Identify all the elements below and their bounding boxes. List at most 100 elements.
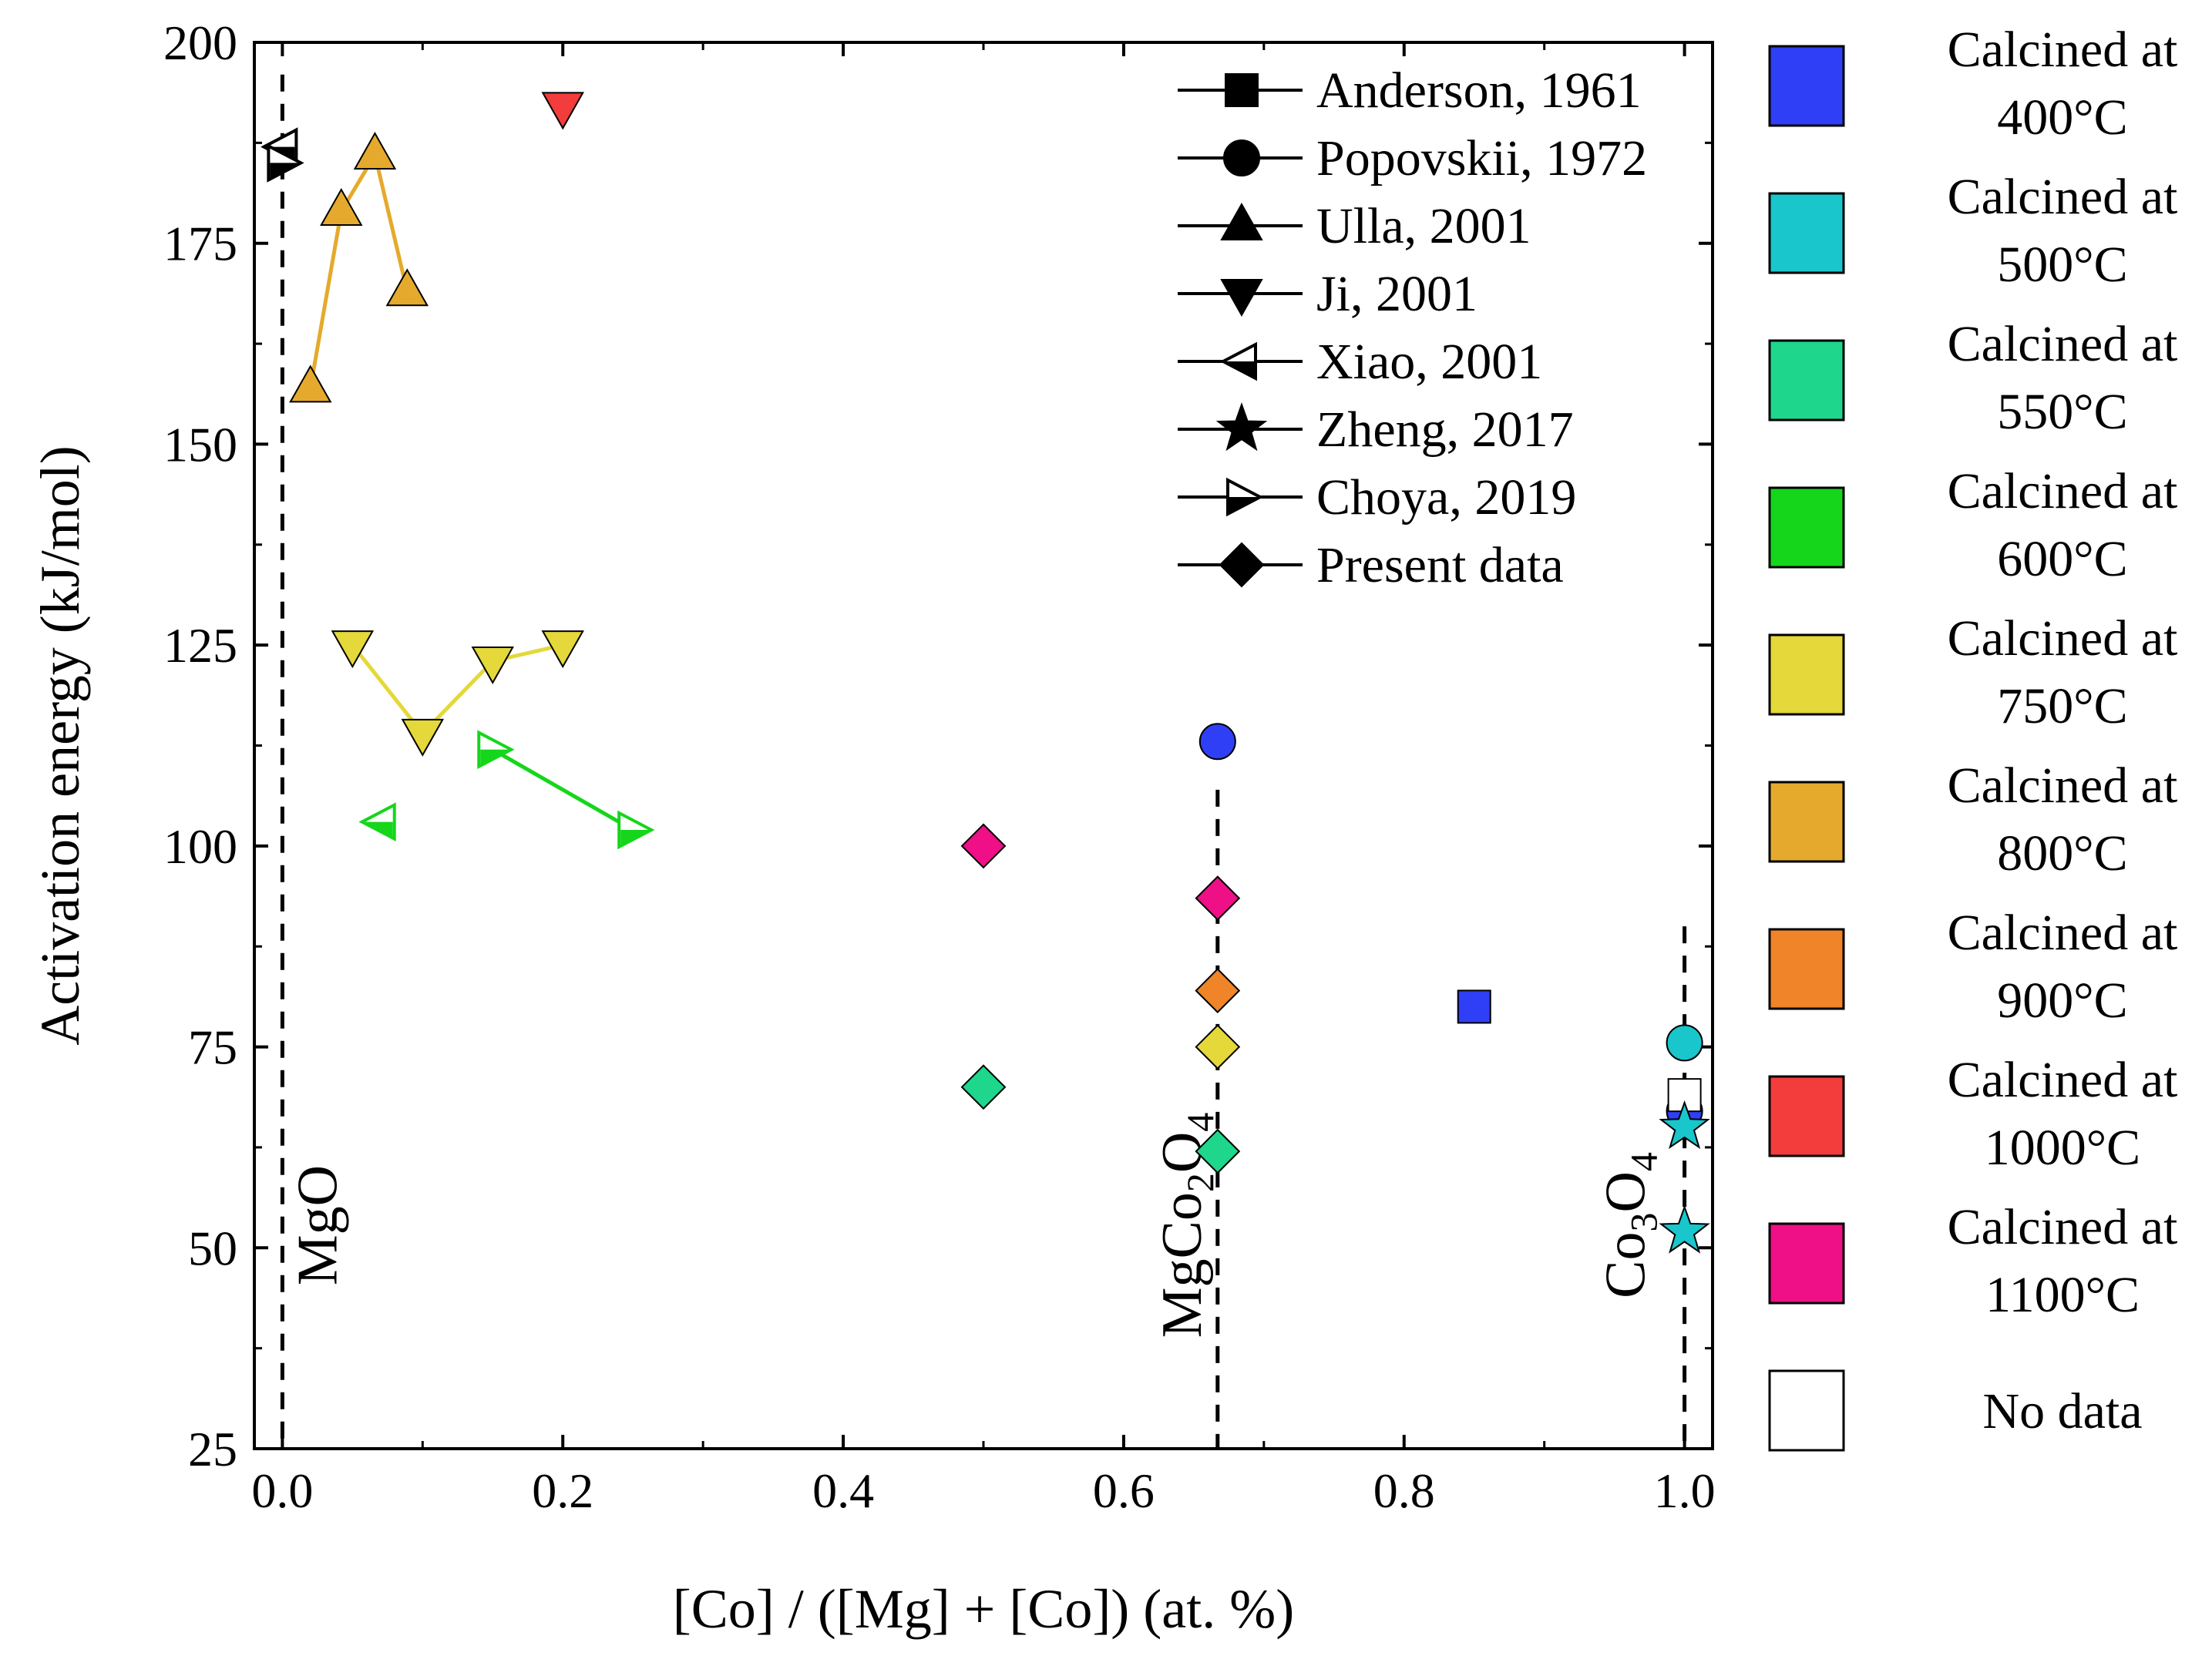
data-point bbox=[401, 718, 445, 757]
legend-label: Xiao, 2001 bbox=[1316, 334, 1542, 390]
data-point bbox=[541, 92, 584, 130]
data-point bbox=[1195, 1024, 1241, 1070]
data-point bbox=[1666, 1024, 1703, 1062]
color-swatch bbox=[1768, 45, 1845, 127]
x-tick-label: 0.8 bbox=[1373, 1463, 1435, 1518]
data-point bbox=[353, 131, 397, 170]
color-legend-line1: No data bbox=[1982, 1383, 2142, 1439]
label-part: 3 bbox=[1622, 1213, 1666, 1232]
y-axis-label: Activation energy (kJ/mol) bbox=[29, 445, 91, 1046]
data-point bbox=[1659, 1204, 1710, 1254]
legend-label: Zheng, 2017 bbox=[1316, 401, 1574, 458]
data-point bbox=[1198, 723, 1236, 761]
data-point bbox=[1659, 1100, 1710, 1150]
x-tick-label: 1.0 bbox=[1654, 1463, 1716, 1518]
x-tick-label: 0.2 bbox=[532, 1463, 593, 1518]
color-legend-line1: Calcined at bbox=[1948, 757, 2178, 814]
color-legend-line2: 400°C bbox=[1997, 89, 2127, 146]
color-swatch bbox=[1768, 339, 1845, 422]
legend-marker bbox=[1219, 542, 1265, 588]
marker-half-fill bbox=[363, 821, 393, 838]
color-legend-line1: Calcined at bbox=[1948, 316, 2178, 372]
legend-label: Present data bbox=[1316, 537, 1564, 593]
y-tick-label: 125 bbox=[163, 618, 237, 673]
color-swatch bbox=[1768, 1075, 1845, 1157]
data-point bbox=[289, 364, 332, 403]
marker-half-fill bbox=[620, 830, 650, 845]
color-legend-line2: 750°C bbox=[1997, 678, 2127, 734]
reference-line-label: Co3O4 bbox=[1595, 1152, 1666, 1298]
data-point bbox=[960, 1064, 1007, 1110]
legend-marker bbox=[1226, 477, 1264, 517]
data-point bbox=[541, 630, 584, 669]
data-point bbox=[1195, 875, 1241, 922]
data-point bbox=[385, 268, 429, 307]
color-legend-line1: Calcined at bbox=[1948, 463, 2178, 519]
y-tick-label: 50 bbox=[188, 1221, 237, 1275]
data-point bbox=[1195, 1128, 1241, 1174]
y-tick-label: 175 bbox=[163, 217, 237, 271]
color-legend-line2: 550°C bbox=[1997, 384, 2127, 440]
data-point bbox=[358, 802, 396, 841]
y-tick-label: 150 bbox=[163, 417, 237, 472]
color-swatch bbox=[1768, 633, 1845, 716]
label-part: MgO bbox=[286, 1165, 349, 1285]
color-legend-line1: Calcined at bbox=[1948, 22, 2178, 78]
label-part: MgCo bbox=[1151, 1192, 1214, 1338]
label-part: Co bbox=[1595, 1232, 1658, 1298]
data-point bbox=[960, 823, 1007, 869]
y-tick-label: 75 bbox=[188, 1020, 237, 1075]
color-swatch bbox=[1768, 192, 1845, 274]
reference-line-label: MgO bbox=[286, 1165, 349, 1285]
legend-label: Popovskii, 1972 bbox=[1316, 130, 1647, 186]
color-swatch bbox=[1768, 781, 1845, 863]
legend-label: Ji, 2001 bbox=[1316, 266, 1477, 322]
legend-label: Ulla, 2001 bbox=[1316, 198, 1531, 254]
x-axis-label: [Co] / ([Mg] + [Co]) (at. %) bbox=[673, 1578, 1294, 1640]
color-swatch bbox=[1768, 486, 1845, 569]
color-legend-line1: Calcined at bbox=[1948, 610, 2178, 667]
marker-half-fill bbox=[1225, 361, 1254, 377]
color-swatch bbox=[1768, 928, 1845, 1010]
data-point bbox=[617, 810, 655, 850]
data-point bbox=[267, 143, 304, 183]
y-tick-label: 200 bbox=[163, 15, 237, 70]
color-legend-line2: 900°C bbox=[1997, 972, 2127, 1029]
series-line bbox=[492, 747, 634, 832]
color-legend-line2: 800°C bbox=[1997, 825, 2127, 882]
x-tick-label: 0.0 bbox=[251, 1463, 313, 1518]
color-legend-line2: 500°C bbox=[1997, 237, 2127, 293]
data-point bbox=[1457, 989, 1491, 1024]
legend-marker bbox=[1225, 73, 1259, 107]
x-tick-label: 0.4 bbox=[812, 1463, 874, 1518]
series-line bbox=[351, 643, 563, 737]
label-part: O bbox=[1595, 1171, 1658, 1212]
data-point bbox=[477, 730, 515, 770]
legend-marker bbox=[1223, 139, 1260, 176]
legend-marker bbox=[1220, 202, 1263, 240]
label-part: 4 bbox=[1178, 1113, 1222, 1132]
y-tick-label: 25 bbox=[188, 1422, 237, 1476]
data-point bbox=[320, 187, 363, 226]
color-swatch bbox=[1768, 1369, 1845, 1452]
color-legend-line1: Calcined at bbox=[1948, 169, 2178, 225]
label-part: 4 bbox=[1622, 1152, 1666, 1171]
y-tick-label: 100 bbox=[163, 819, 237, 874]
color-legend-line2: 1000°C bbox=[1985, 1120, 2140, 1176]
legend-marker bbox=[1219, 341, 1257, 381]
data-point bbox=[1195, 968, 1241, 1013]
reference-line-label: MgCo2O4 bbox=[1151, 1113, 1222, 1339]
color-legend-line1: Calcined at bbox=[1948, 905, 2178, 961]
data-point bbox=[331, 630, 375, 669]
series-line bbox=[308, 149, 409, 388]
color-legend-line2: 600°C bbox=[1997, 531, 2127, 587]
legend-marker bbox=[1220, 279, 1263, 317]
color-legend-line1: Calcined at bbox=[1948, 1199, 2178, 1255]
data-point bbox=[471, 647, 514, 685]
color-legend-line2: 1100°C bbox=[1985, 1267, 2140, 1323]
marker-half-fill bbox=[480, 749, 510, 765]
x-tick-label: 0.6 bbox=[1093, 1463, 1155, 1518]
label-part: 2 bbox=[1178, 1173, 1222, 1192]
